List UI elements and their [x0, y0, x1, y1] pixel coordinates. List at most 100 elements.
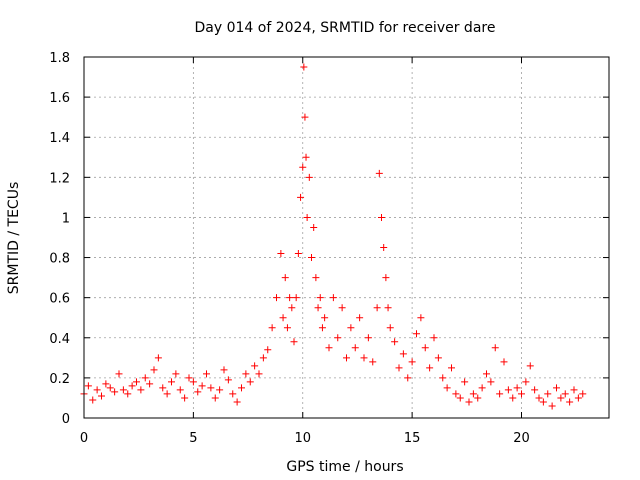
data-points [80, 63, 587, 410]
data-point [434, 354, 442, 362]
data-point [356, 314, 364, 322]
data-point [421, 344, 429, 352]
data-point [283, 324, 291, 332]
x-axis-label: GPS time / hours [286, 459, 403, 475]
data-point [539, 398, 547, 406]
data-point [277, 250, 285, 258]
data-point [150, 366, 158, 374]
data-point [281, 274, 289, 282]
data-point [229, 390, 237, 398]
axis-ticks: 0 0.2 0.4 0.6 0.8 1 1.2 1.4 1.6 1.8 0 5 10 15 20 [49, 51, 609, 446]
data-point [373, 304, 381, 312]
data-point [172, 370, 180, 378]
data-point [115, 370, 123, 378]
data-point [579, 390, 587, 398]
data-point [369, 358, 377, 366]
data-point [404, 374, 412, 382]
data-point [469, 390, 477, 398]
data-point [491, 344, 499, 352]
data-point [338, 304, 346, 312]
data-point [557, 394, 565, 402]
data-point [216, 386, 224, 394]
data-point [553, 384, 560, 392]
data-point [238, 384, 245, 392]
data-point [242, 370, 250, 378]
data-point [408, 358, 416, 366]
y-tick-label: 1.8 [49, 51, 70, 66]
data-point [146, 380, 154, 388]
data-point [255, 370, 263, 378]
data-point [509, 394, 517, 402]
data-point [443, 384, 451, 392]
data-point [93, 386, 101, 394]
data-point [246, 378, 254, 386]
x-tick-label: 0 [80, 431, 88, 446]
data-point [375, 169, 383, 177]
y-tick-label: 0.2 [49, 372, 70, 387]
data-point [448, 364, 455, 372]
data-point [351, 344, 359, 352]
data-point [224, 376, 232, 384]
y-tick-label: 0.8 [49, 252, 70, 267]
data-point [207, 384, 215, 392]
data-point [456, 394, 464, 402]
data-point [89, 396, 97, 404]
y-tick-label: 1.2 [49, 171, 70, 186]
data-point [321, 314, 329, 322]
data-point [168, 378, 175, 386]
data-point [314, 304, 322, 312]
data-point [360, 354, 368, 362]
data-point [194, 388, 202, 396]
data-point [279, 314, 287, 322]
data-point [384, 304, 392, 312]
data-point [504, 386, 512, 394]
data-point [474, 394, 482, 402]
data-point [487, 378, 495, 386]
data-point [310, 223, 318, 231]
data-point [154, 354, 162, 362]
data-point [300, 63, 308, 71]
x-tick-label: 15 [404, 431, 421, 446]
data-point [465, 398, 473, 406]
data-point [302, 153, 310, 161]
data-point [535, 394, 543, 402]
data-point [292, 294, 300, 302]
data-point [185, 374, 193, 382]
data-point [299, 163, 307, 171]
data-point [426, 364, 434, 372]
chart-title: Day 014 of 2024, SRMTID for receiver dar… [195, 20, 496, 36]
data-point [500, 358, 508, 366]
data-point [128, 382, 136, 390]
data-point [461, 378, 469, 386]
y-tick-label: 1.4 [49, 131, 70, 146]
data-point [119, 386, 127, 394]
data-point [312, 274, 320, 282]
data-point [478, 384, 486, 392]
data-point [111, 388, 119, 396]
data-point [561, 390, 569, 398]
data-point [159, 384, 167, 392]
y-tick-label: 0.6 [49, 292, 70, 307]
data-point [531, 386, 539, 394]
data-point [382, 274, 390, 282]
data-point [176, 386, 184, 394]
data-point [137, 386, 145, 394]
data-point [439, 374, 447, 382]
data-point [189, 378, 197, 386]
y-tick-label: 1.6 [49, 91, 70, 106]
data-point [391, 338, 399, 346]
data-point [198, 382, 206, 390]
data-point [544, 390, 552, 398]
data-point [233, 398, 241, 406]
data-point [305, 173, 313, 181]
data-point [133, 378, 140, 386]
data-point [522, 378, 530, 386]
plot-frame [83, 56, 610, 419]
data-point [334, 334, 342, 342]
data-point [378, 213, 385, 221]
data-point [570, 386, 578, 394]
data-point [380, 244, 388, 252]
data-point [286, 294, 294, 302]
data-point [181, 394, 189, 402]
data-point [526, 362, 534, 370]
